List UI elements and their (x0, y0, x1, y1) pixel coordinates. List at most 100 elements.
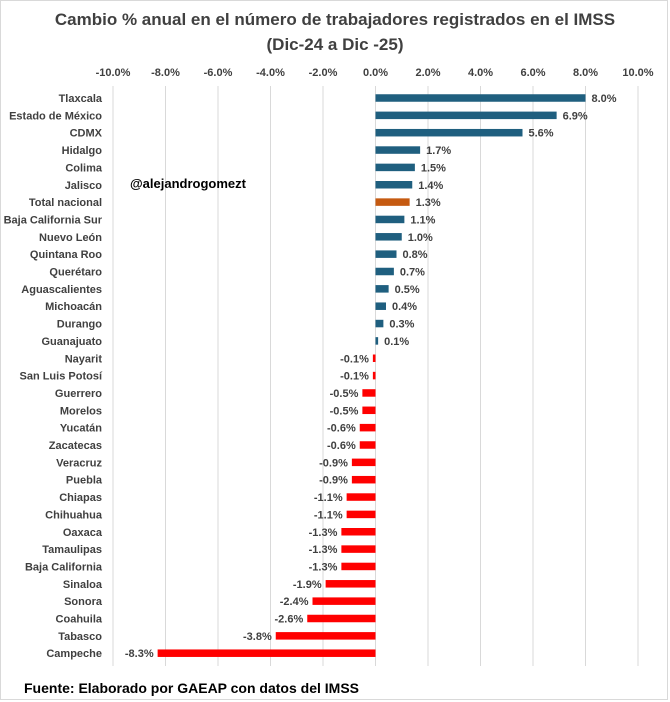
data-label: 1.5% (421, 162, 446, 174)
bar (312, 597, 376, 605)
bar (351, 458, 376, 467)
category-label: Guerrero (55, 388, 102, 400)
bar (372, 371, 376, 380)
category-label: Baja California Sur (4, 214, 103, 226)
bar (375, 285, 389, 293)
category-label: Durango (57, 319, 103, 331)
bar (341, 562, 376, 571)
category-label: Hidalgo (62, 145, 103, 157)
category-label: CDMX (70, 128, 103, 140)
category-label: Jalisco (65, 180, 103, 192)
data-label: -2.6% (275, 614, 304, 626)
bar (157, 649, 376, 657)
x-tick-label: 4.0% (468, 67, 493, 79)
category-label: Chihuahua (45, 509, 103, 521)
bar (346, 510, 376, 519)
category-label: Veracruz (56, 457, 102, 469)
x-tick-label: 0.0% (363, 67, 388, 79)
category-label: Chiapas (59, 492, 102, 504)
bar (359, 441, 376, 449)
data-label: -0.5% (330, 388, 359, 400)
bar (375, 146, 421, 154)
category-label: Baja California (25, 561, 103, 573)
bar (375, 198, 410, 206)
category-label: Yucatán (60, 423, 102, 435)
bar (375, 337, 379, 345)
x-tick-label: -10.0% (96, 67, 131, 79)
category-label: Querétaro (49, 267, 102, 279)
category-label: Quintana Roo (30, 249, 102, 261)
category-label: Nayarit (65, 353, 103, 365)
chart-title: Cambio % anual en el número de trabajado… (54, 10, 616, 29)
category-label: Guanajuato (41, 336, 102, 348)
x-tick-label: -4.0% (256, 67, 285, 79)
category-label: Oaxaca (63, 527, 103, 539)
x-tick-label: -2.0% (309, 67, 338, 79)
category-label: Coahuila (56, 614, 103, 626)
bar (346, 493, 376, 501)
category-label: Sinaloa (63, 579, 103, 591)
x-tick-label: 8.0% (573, 67, 598, 79)
data-label: -1.3% (309, 527, 338, 539)
category-label: Tlaxcala (59, 93, 103, 105)
bar (375, 215, 405, 224)
bar (375, 302, 386, 310)
bar (375, 267, 394, 276)
source-footer: Fuente: Elaborado por GAEAP con datos de… (24, 680, 360, 696)
bar (341, 545, 376, 553)
data-label: -0.1% (340, 371, 369, 383)
data-label: 0.8% (403, 249, 428, 261)
data-label: -1.9% (293, 579, 322, 591)
data-label: 0.4% (392, 301, 417, 313)
category-label: Estado de México (9, 110, 102, 122)
bar (351, 475, 376, 484)
category-label: Total nacional (29, 197, 102, 209)
bar (359, 423, 376, 432)
bar (375, 94, 586, 102)
data-label: 8.0% (592, 93, 617, 105)
data-label: 1.4% (418, 180, 443, 192)
bar (372, 354, 376, 362)
x-tick-label: -6.0% (204, 67, 233, 79)
bar (375, 319, 384, 328)
data-label: 1.1% (410, 214, 435, 226)
category-label: San Luis Potosí (19, 371, 102, 383)
data-label: 6.9% (563, 110, 588, 122)
bar (375, 111, 557, 120)
data-label: -1.3% (309, 561, 338, 573)
author-handle: @alejandrogomezt (130, 176, 246, 191)
bar (375, 128, 523, 137)
chart-subtitle: (Dic-24 a Dic -25) (266, 35, 404, 54)
x-tick-label: 10.0% (622, 67, 653, 79)
bar (341, 528, 376, 536)
data-label: -0.6% (327, 423, 356, 435)
bar (375, 233, 402, 241)
bar (307, 614, 376, 623)
data-label: 0.3% (389, 319, 414, 331)
category-label: Campeche (46, 648, 102, 660)
bar (375, 250, 397, 258)
category-label: Colima (65, 162, 103, 174)
category-label: Tabasco (58, 631, 102, 643)
bar (325, 580, 376, 588)
data-label: -2.4% (280, 596, 309, 608)
data-label: 0.1% (384, 336, 409, 348)
bar (362, 389, 376, 397)
data-label: 1.3% (416, 197, 441, 209)
category-label: Puebla (66, 475, 103, 487)
data-label: -0.6% (327, 440, 356, 452)
data-label: 1.7% (426, 145, 451, 157)
bar (375, 163, 415, 172)
x-tick-label: 2.0% (415, 67, 440, 79)
data-label: 5.6% (529, 128, 554, 140)
category-label: Michoacán (45, 301, 102, 313)
bar (375, 181, 413, 189)
category-label: Zacatecas (49, 440, 102, 452)
data-label: -0.1% (340, 353, 369, 365)
x-tick-label: -8.0% (151, 67, 180, 79)
data-label: -0.9% (319, 457, 348, 469)
data-label: 0.7% (400, 267, 425, 279)
x-tick-label: 6.0% (520, 67, 545, 79)
